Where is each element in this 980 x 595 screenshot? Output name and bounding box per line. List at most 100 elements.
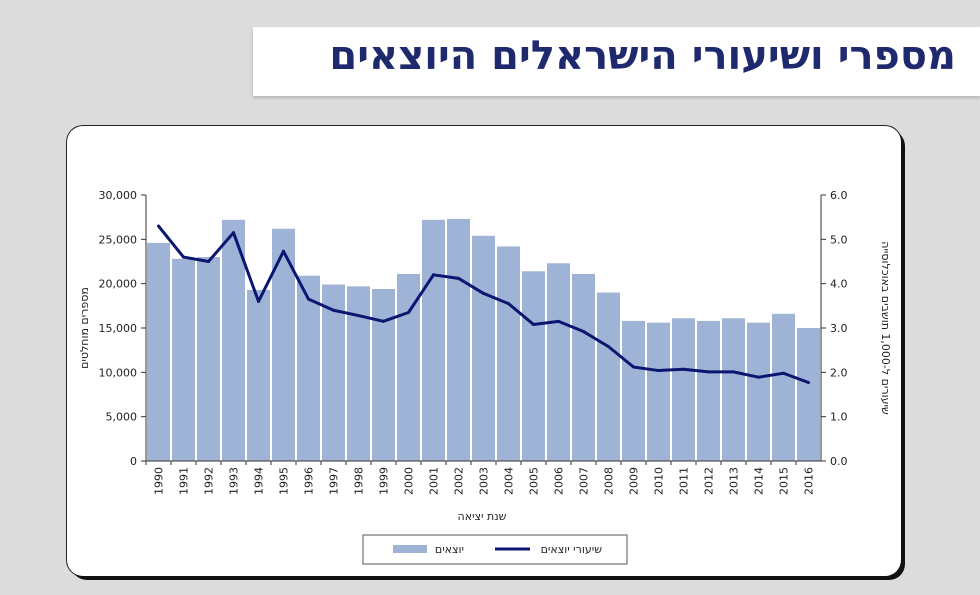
y-tick-label: 0: [130, 455, 137, 468]
x-tick-label-1991: 1991: [178, 467, 191, 495]
bar-1999: [372, 288, 395, 461]
rate-point-2007: [582, 330, 585, 334]
y-tick-label: 10,000: [99, 366, 138, 379]
bar-2011: [672, 318, 695, 461]
y2-tick-label: 4.0: [830, 278, 848, 291]
rate-point-2005: [532, 322, 535, 326]
bar-2015: [772, 313, 795, 461]
x-tick-label-2014: 2014: [753, 467, 766, 495]
x-tick-label-2011: 2011: [678, 467, 691, 495]
x-tick-label-2004: 2004: [503, 467, 516, 495]
y2-tick-label: 3.0: [830, 322, 848, 335]
x-tick-label-2010: 2010: [653, 467, 666, 495]
bar-2016: [797, 328, 820, 461]
rate-point-2016: [807, 381, 810, 385]
bar-2002: [447, 218, 470, 461]
rate-point-2015: [782, 371, 785, 375]
rate-point-2001: [432, 273, 435, 277]
rate-point-2008: [607, 345, 610, 349]
bar-2001: [422, 219, 445, 461]
x-tick-label-2016: 2016: [803, 467, 816, 495]
x-tick-label-2002: 2002: [453, 467, 466, 495]
x-tick-label-2009: 2009: [628, 467, 641, 495]
x-tick-label-1990: 1990: [153, 467, 166, 495]
bar-2013: [722, 318, 745, 461]
bar-2005: [522, 271, 545, 461]
x-tick-label-2001: 2001: [428, 467, 441, 495]
rate-point-1991: [182, 255, 185, 259]
rate-point-1995: [282, 249, 285, 253]
bar-1998: [347, 286, 370, 461]
y2-tick-label: 2.0: [830, 366, 848, 379]
legend: יוצאים שיעורי יוצאים: [362, 534, 628, 565]
x-tick-label-1998: 1998: [353, 467, 366, 495]
rate-point-2004: [507, 302, 510, 306]
x-tick-label-1992: 1992: [203, 467, 216, 495]
y2-tick-label: 5.0: [830, 233, 848, 246]
y-axis-label: מספרים מוחלטים: [78, 287, 91, 369]
page-title: מספרי ושיעורי הישראלים היוצאים: [329, 33, 956, 79]
bar-2012: [697, 320, 720, 461]
y-tick-label: 20,000: [99, 278, 138, 291]
bar-1991: [172, 258, 195, 461]
rate-point-1998: [357, 314, 360, 318]
x-tick-label-2007: 2007: [578, 467, 591, 495]
rate-point-2003: [482, 291, 485, 295]
axis-layer: 30,000 25,000 20,000 15,000 10,000 5,000 0 6.0 5…: [99, 189, 848, 495]
y-tick-label: 30,000: [99, 189, 138, 202]
x-tick-label-2005: 2005: [528, 467, 541, 495]
x-tick-label-2015: 2015: [778, 467, 791, 495]
x-tick-label-2006: 2006: [553, 467, 566, 495]
bar-1990: [147, 242, 170, 461]
line-series-layer: [157, 224, 810, 385]
y2-tick-label: 6.0: [830, 189, 848, 202]
rate-point-2000: [407, 310, 410, 314]
bar-1992: [197, 257, 220, 461]
x-tick-label-2003: 2003: [478, 467, 491, 495]
x-tick-label-2013: 2013: [728, 467, 741, 495]
rate-point-1990: [157, 224, 160, 228]
x-tick-label-1997: 1997: [328, 467, 341, 495]
bar-2003: [472, 235, 495, 461]
rate-point-1993: [232, 231, 235, 235]
x-tick-label-2000: 2000: [403, 467, 416, 495]
y2-tick-label: 1.0: [830, 411, 848, 424]
y2-tick-label: 0.0: [830, 455, 848, 468]
bar-1997: [322, 284, 345, 461]
rate-point-1999: [382, 319, 385, 323]
rate-point-1997: [332, 308, 335, 312]
bar-2006: [547, 263, 570, 461]
bar-2004: [497, 246, 520, 461]
rate-point-2010: [657, 369, 660, 373]
rate-point-2002: [457, 276, 460, 280]
rate-point-1996: [307, 297, 310, 301]
title-banner: מספרי ושיעורי הישראלים היוצאים: [253, 27, 980, 96]
rate-point-2011: [682, 367, 685, 371]
x-tick-label-1996: 1996: [303, 467, 316, 495]
rate-point-2014: [757, 375, 760, 379]
bar-2000: [397, 273, 420, 461]
y2-axis-label: שיעורים ל-1,000 תושבים באוכלוסייה: [879, 241, 892, 415]
legend-bar-label: יוצאים: [435, 543, 464, 556]
y-tick-label: 25,000: [99, 233, 138, 246]
rate-point-2006: [557, 319, 560, 323]
x-tick-label-2008: 2008: [603, 467, 616, 495]
x-tick-label-1994: 1994: [253, 467, 266, 495]
legend-bar-swatch: [393, 545, 427, 553]
rate-point-1994: [257, 299, 260, 303]
y-tick-label: 5,000: [106, 411, 138, 424]
bar-series-layer: [147, 218, 820, 461]
y-tick-label: 15,000: [99, 322, 138, 335]
rate-point-2012: [707, 370, 710, 374]
rate-point-2013: [732, 370, 735, 374]
x-tick-label-1993: 1993: [228, 467, 241, 495]
bar-2009: [622, 320, 645, 461]
bar-1996: [297, 275, 320, 461]
x-axis-label: שנת יציאה: [458, 510, 507, 523]
rate-point-1992: [207, 260, 210, 263]
bar-2010: [647, 322, 670, 461]
x-tick-label-1995: 1995: [278, 467, 291, 495]
bar-2014: [747, 322, 770, 461]
bar-1993: [222, 219, 245, 461]
